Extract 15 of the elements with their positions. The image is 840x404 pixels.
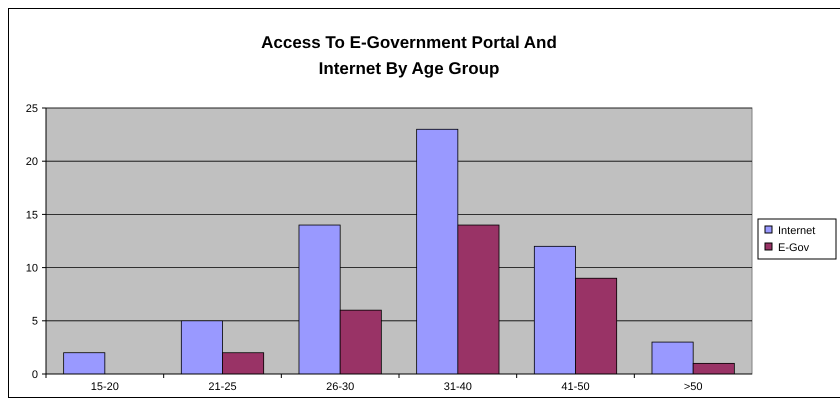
x-tick-label: 31-40: [444, 381, 472, 393]
x-tick-label: >50: [684, 381, 703, 393]
x-tick-label: 26-30: [326, 381, 354, 393]
chart-title: Access To E-Government Portal And Internet By Age Group: [261, 33, 557, 78]
y-tick-label: 20: [26, 156, 38, 168]
x-tick-label: 21-25: [208, 381, 237, 393]
y-tick-label: 15: [26, 209, 38, 222]
y-tick-label: 5: [32, 316, 38, 328]
legend-label: E-Gov: [778, 242, 810, 254]
x-tick-label: 15-20: [90, 381, 119, 393]
legend-label: Internet: [778, 224, 816, 237]
x-tick-label: 41-50: [561, 381, 590, 393]
y-tick-label: 10: [26, 262, 38, 274]
y-tick-label: 0: [32, 368, 38, 381]
y-tick-label: 25: [26, 102, 38, 115]
